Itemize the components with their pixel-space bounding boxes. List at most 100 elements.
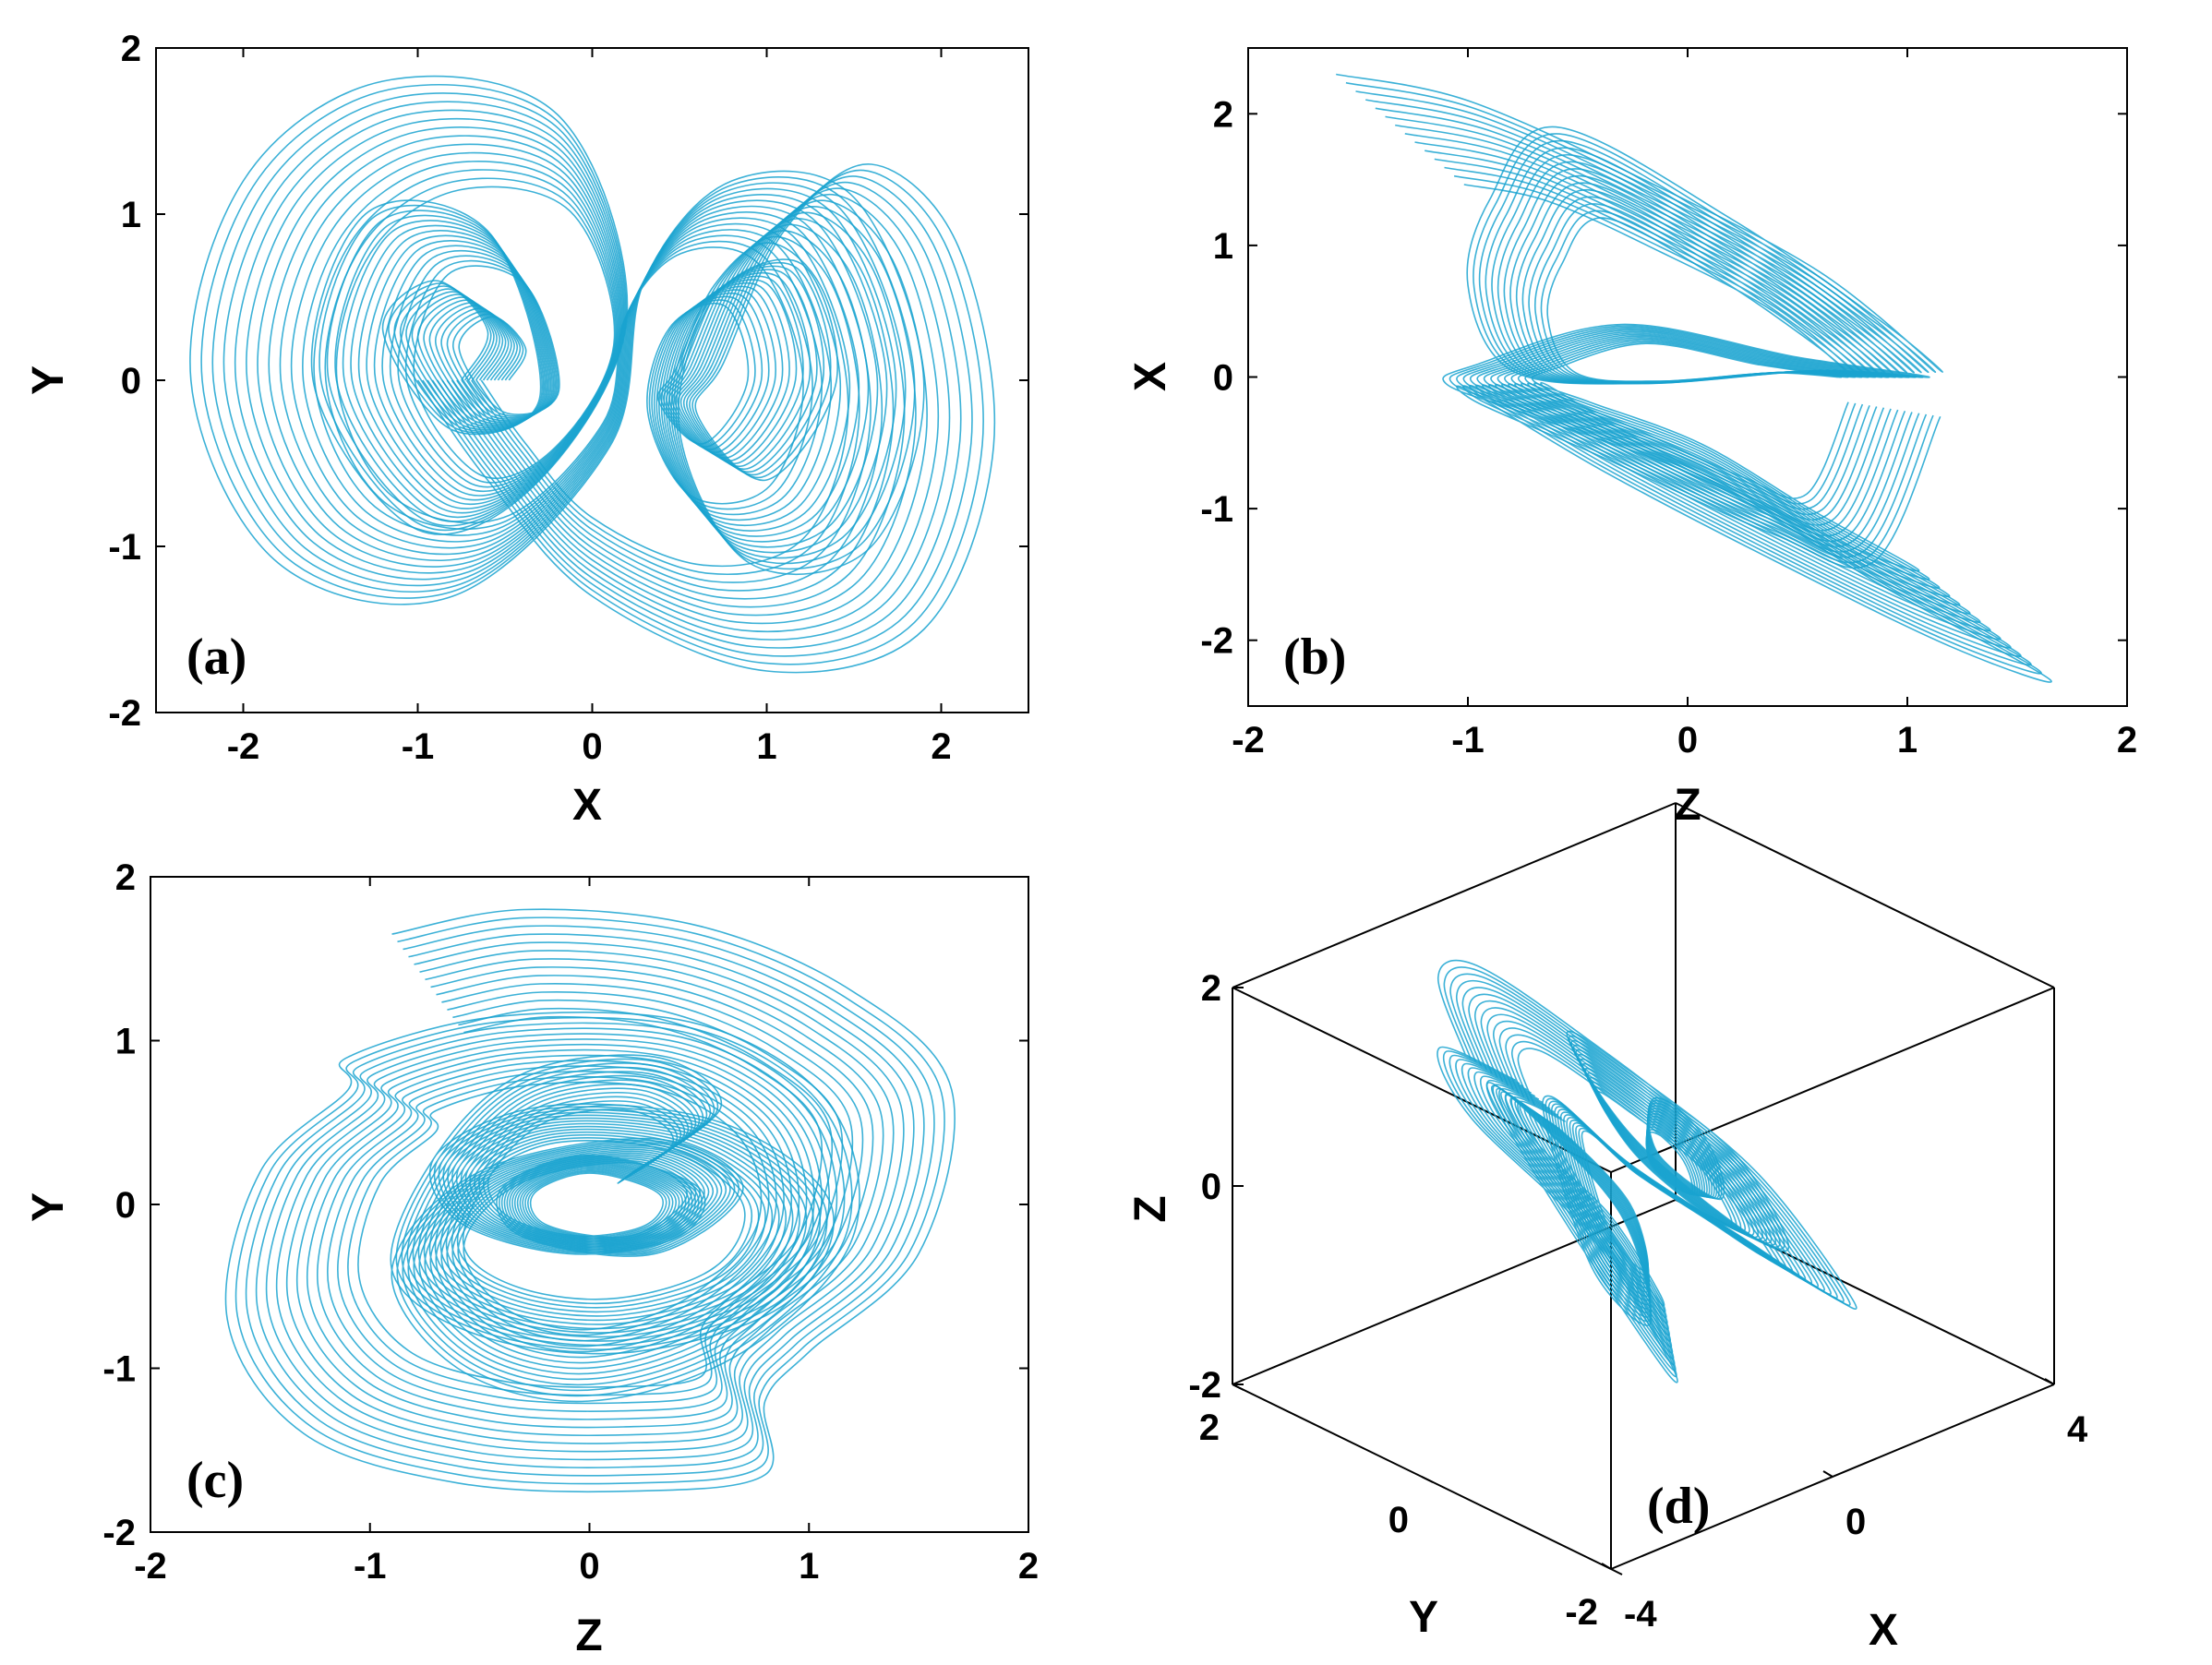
panel-a-xtick-label: -2 xyxy=(227,726,260,767)
panel-b-ytick-label: 0 xyxy=(1213,358,1233,399)
panel-a-trajectory xyxy=(189,75,996,674)
panel-c-xtick-label: 0 xyxy=(579,1546,599,1587)
panel-d: -202-202-404 X Y Z (d) xyxy=(1126,802,2088,1655)
panel-d-tick-label: -2 xyxy=(1565,1592,1598,1633)
panel-c-frame xyxy=(150,876,1029,1533)
panel-d-trajectory-line xyxy=(1473,1000,1819,1348)
panel-d-box-edge xyxy=(1232,802,1677,988)
panel-b: -2 -1 0 1 2 -2 -1 0 1 2 Z X (b) xyxy=(1126,47,2137,830)
panel-c-xticks: -2 -1 0 1 2 xyxy=(134,877,1039,1587)
panel-a-xtick-label: -1 xyxy=(402,726,435,767)
panel-b-xlabel: Z xyxy=(1674,781,1701,830)
panel-b-ytick-label: -1 xyxy=(1200,489,1233,530)
panel-a-trajectory-line xyxy=(324,177,860,576)
panel-c-trajectory-line xyxy=(327,991,854,1412)
panel-d-tick-label: -2 xyxy=(1188,1365,1221,1406)
panel-c-xtick-label: 1 xyxy=(799,1546,819,1587)
panel-b-label: (b) xyxy=(1283,629,1346,686)
panel-a-trajectory-line xyxy=(189,75,996,674)
panel-d-tick-label: -4 xyxy=(1624,1594,1657,1635)
panel-b-trajectory-line xyxy=(1404,133,1981,624)
panel-d-ytick xyxy=(1610,1568,1623,1575)
panel-b-trajectory-line xyxy=(1375,107,2012,649)
panel-a-xtick-label: 0 xyxy=(582,726,602,767)
panel-b-trajectory-line xyxy=(1365,99,2022,658)
panel-a-ytick-label: -2 xyxy=(108,693,141,734)
panel-c-trajectory-line xyxy=(234,916,945,1485)
panel-c-ytick-label: -2 xyxy=(102,1513,136,1553)
panel-b-xtick-label: 1 xyxy=(1897,720,1917,761)
panel-c-yticks: -2 -1 0 1 2 xyxy=(102,857,1028,1553)
panel-b-ylabel: X xyxy=(1126,362,1175,391)
panel-b-trajectory-line xyxy=(1425,150,1961,606)
panel-d-zlabel: Z xyxy=(1126,1195,1175,1222)
panel-b-frame xyxy=(1247,47,2128,707)
panel-b-trajectory-line xyxy=(1463,184,1920,572)
panel-c-ytick-label: 0 xyxy=(115,1185,136,1226)
panel-a-xlabel: X xyxy=(572,781,602,830)
panel-d-tick-label: 2 xyxy=(1199,1407,1220,1448)
panel-b-xticks: -2 -1 0 1 2 xyxy=(1232,48,2137,761)
panel-b-yticks: -2 -1 0 1 2 xyxy=(1200,94,2127,662)
panel-a-ytick-label: -1 xyxy=(108,527,141,568)
panel-a: -2 -1 0 1 2 -2 -1 0 1 2 X Y (a) xyxy=(24,29,1029,830)
panel-d-tick-label: 0 xyxy=(1389,1500,1409,1540)
panel-d-ytick xyxy=(1232,1384,1244,1391)
panel-a-label: (a) xyxy=(186,629,246,686)
panel-a-ytick-label: 0 xyxy=(121,361,141,401)
panel-c-trajectory xyxy=(224,908,956,1493)
panel-d-trajectory-line xyxy=(1480,1007,1812,1342)
panel-a-trajectory-line xyxy=(234,109,951,641)
panel-c-trajectory-line xyxy=(357,1015,823,1388)
panel-b-ytick-label: -2 xyxy=(1200,621,1233,662)
panel-d-ylabel: Y xyxy=(1409,1593,1438,1642)
panel-b-trajectory-line xyxy=(1414,141,1971,615)
panel-d-tick-label: 0 xyxy=(1201,1167,1221,1207)
panel-c-trajectory-line xyxy=(265,941,915,1461)
panel-d-xtick xyxy=(1601,1563,1612,1570)
panel-a-xticks: -2 -1 0 1 2 xyxy=(227,48,952,767)
panel-a-trajectory-line xyxy=(222,101,962,649)
panel-d-trajectory-line xyxy=(1442,966,1851,1378)
panel-b-ytick-label: 1 xyxy=(1213,226,1233,267)
panel-c-trajectory-line xyxy=(285,958,895,1444)
panel-a-ylabel: Y xyxy=(24,365,73,395)
panel-a-trajectory-line xyxy=(313,169,872,583)
panel-d-trajectory-line xyxy=(1437,959,1857,1384)
panel-b-ytick-label: 2 xyxy=(1213,94,1233,135)
panel-c-ytick-label: -1 xyxy=(102,1349,136,1390)
panel-b-trajectory-line xyxy=(1355,90,2032,666)
panel-c-trajectory-line xyxy=(317,983,864,1420)
panel-b-trajectory-line xyxy=(1434,158,1951,598)
panel-c-ylabel: Y xyxy=(24,1192,73,1222)
panel-b-trajectory-line xyxy=(1336,73,2052,683)
panel-c-label: (c) xyxy=(186,1452,244,1509)
panel-d-xlabel: X xyxy=(1869,1606,1898,1655)
panel-b-xtick-label: 2 xyxy=(2117,720,2137,761)
panel-b-xtick-label: -2 xyxy=(1232,720,1265,761)
panel-d-ticks: -202-202-404 xyxy=(1188,968,2088,1635)
panel-a-trajectory-line xyxy=(302,161,884,592)
panel-c-xlabel: Z xyxy=(575,1611,602,1660)
panel-c-trajectory-line xyxy=(307,975,874,1429)
panel-b-trajectory-line xyxy=(1385,115,2002,641)
panel-a-trajectory-line xyxy=(279,143,906,608)
panel-c-ytick-label: 2 xyxy=(115,857,136,898)
panel-a-trajectory-line xyxy=(257,126,928,625)
panel-c-xtick-label: 2 xyxy=(1018,1546,1039,1587)
panel-b-trajectory xyxy=(1336,73,2052,683)
panel-a-trajectory-line xyxy=(246,117,940,633)
panel-d-box xyxy=(1232,802,2055,1570)
panel-b-xtick-label: 0 xyxy=(1677,720,1698,761)
panel-c-trajectory-line xyxy=(347,1007,833,1396)
panel-d-xtick xyxy=(2044,1378,2055,1385)
panel-c-ytick-label: 1 xyxy=(115,1022,136,1062)
panel-d-box-edge xyxy=(1675,802,2055,988)
panel-d-tick-label: 2 xyxy=(1201,968,1221,1009)
panel-c-xtick-label: -1 xyxy=(354,1546,387,1587)
panel-d-label: (d) xyxy=(1647,1478,1710,1535)
panel-d-tick-label: 0 xyxy=(1845,1502,1866,1542)
panel-a-ytick-label: 2 xyxy=(121,29,141,69)
panel-a-frame xyxy=(155,47,1029,713)
